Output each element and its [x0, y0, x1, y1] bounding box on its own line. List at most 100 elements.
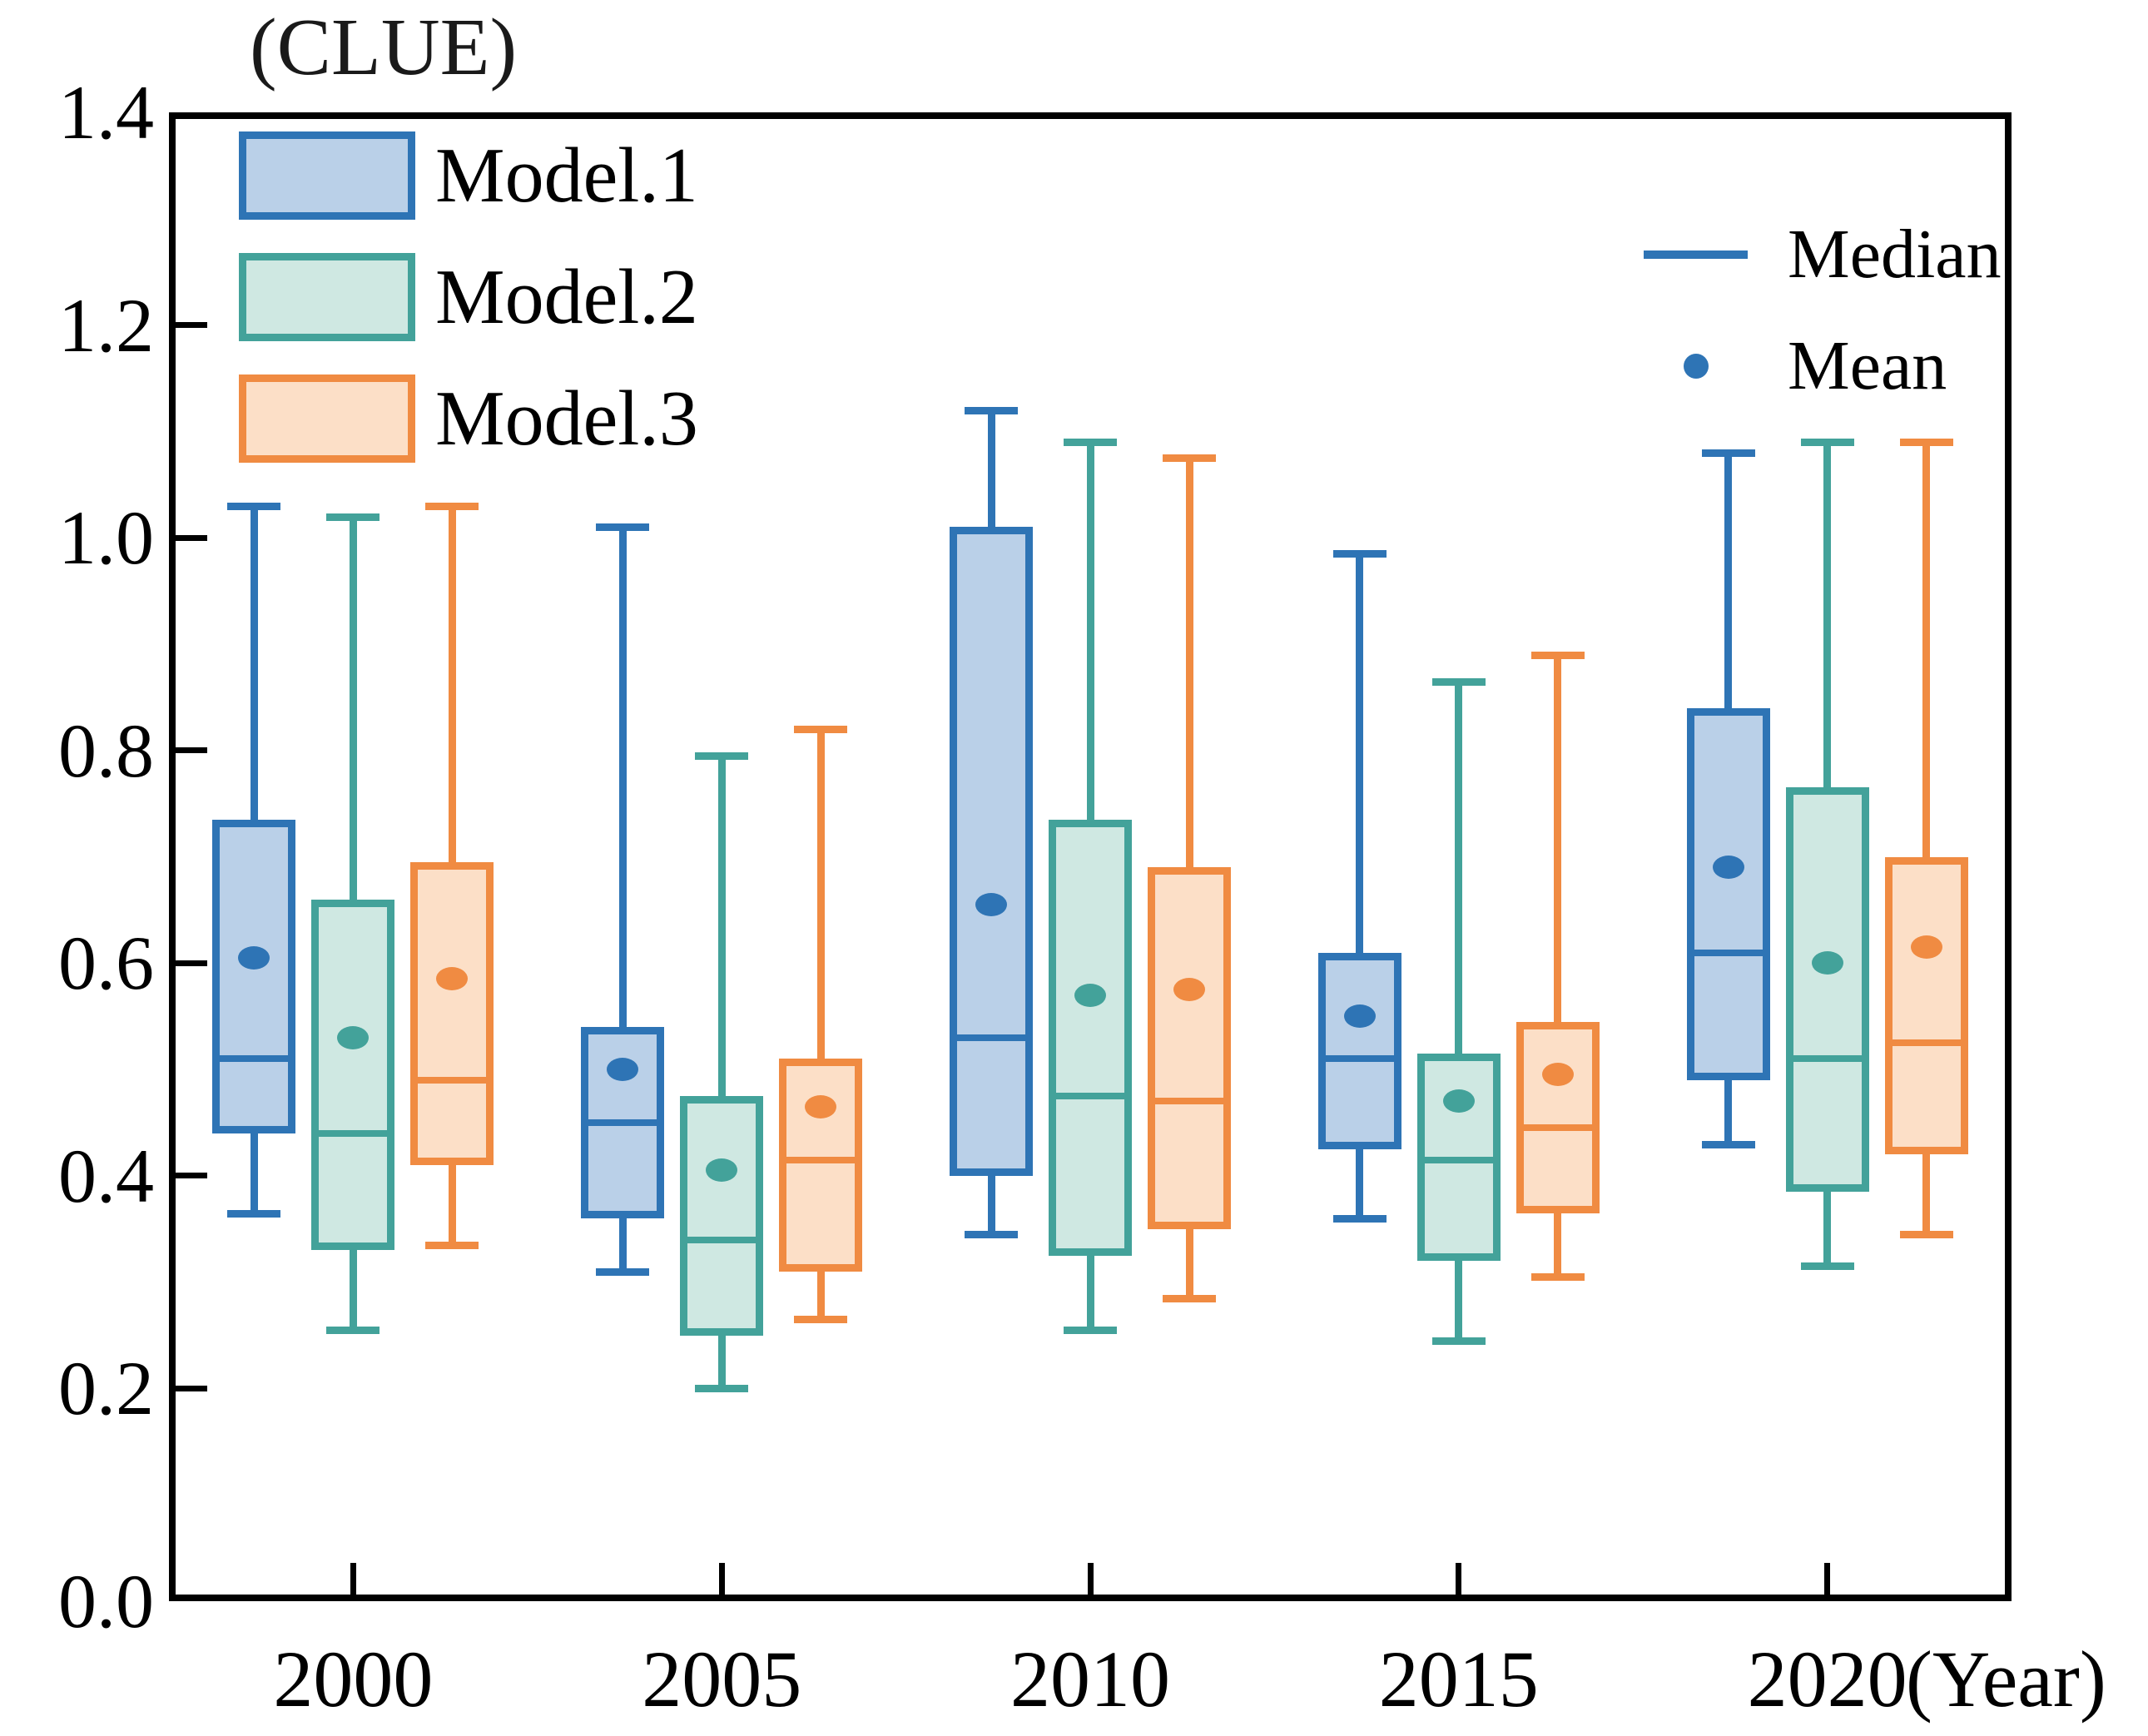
median-line-icon [1644, 250, 1748, 259]
box-Model.1-2015 [1317, 952, 1401, 1149]
whisker-cap-bottom-Model.2-2005 [695, 1385, 749, 1393]
median-Model.3-2010 [1148, 1098, 1231, 1105]
mean-Model.1-2015 [1343, 1004, 1376, 1029]
median-Model.3-2000 [410, 1076, 494, 1084]
mean-Model.2-2000 [337, 1025, 370, 1049]
legend-label-model2: Model.2 [435, 254, 698, 340]
whisker-cap-bottom-Model.1-2005 [596, 1267, 650, 1276]
y-tick-label-0.0: 0.0 [58, 1559, 154, 1644]
median-Model.1-2020 [1686, 949, 1770, 956]
whisker-Model.2-2005 [717, 756, 726, 1389]
y-tick-label-0.4: 0.4 [58, 1133, 154, 1218]
x-tick-label-2000: 2000 [273, 1634, 434, 1724]
whisker-cap-top-Model.3-2000 [425, 502, 479, 510]
box-Model.3-2000 [410, 861, 494, 1166]
mean-Model.2-2015 [1442, 1089, 1475, 1114]
whisker-cap-bottom-Model.3-2020 [1899, 1231, 1953, 1239]
median-Model.1-2015 [1317, 1055, 1401, 1063]
median-Model.3-2020 [1884, 1039, 1968, 1047]
whisker-cap-top-Model.2-2020 [1800, 439, 1854, 447]
y-tick-1.2 [176, 322, 207, 329]
legend-label-model3: Model.3 [435, 375, 698, 462]
mean-Model.2-2020 [1811, 951, 1843, 975]
whisker-Model.1-2015 [1356, 553, 1364, 1218]
whisker-cap-bottom-Model.1-2020 [1701, 1140, 1755, 1148]
mean-Model.3-2005 [805, 1094, 837, 1118]
median-Model.3-2015 [1516, 1124, 1600, 1132]
whisker-cap-top-Model.1-2020 [1701, 449, 1755, 457]
y-tick-0.8 [176, 747, 207, 754]
x-tick-2010 [1087, 1563, 1094, 1595]
x-tick-2005 [718, 1563, 725, 1595]
legend-item-model2: Model.2 [239, 253, 698, 341]
whisker-cap-bottom-Model.1-2000 [227, 1209, 281, 1218]
x-tick-label-2015: 2015 [1378, 1634, 1539, 1724]
box-Model.2-2000 [311, 899, 395, 1251]
whisker-cap-bottom-Model.1-2010 [965, 1231, 1018, 1239]
model1-swatch-icon [239, 131, 415, 220]
whisker-cap-top-Model.1-2010 [965, 406, 1018, 414]
y-tick-0.2 [176, 1385, 207, 1391]
whisker-cap-bottom-Model.1-2015 [1332, 1214, 1387, 1223]
x-tick-label-2010: 2010 [1010, 1634, 1170, 1724]
x-tick-2020 [1824, 1563, 1831, 1595]
median-Model.2-2020 [1785, 1055, 1869, 1063]
whisker-cap-top-Model.1-2015 [1332, 550, 1387, 558]
whisker-cap-top-Model.2-2005 [695, 752, 749, 761]
whisker-cap-top-Model.2-2015 [1431, 677, 1486, 686]
x-axis-unit-label: (Year) [1906, 1634, 2106, 1724]
y-tick-label-0.2: 0.2 [58, 1346, 154, 1431]
mean-Model.1-2005 [607, 1058, 639, 1082]
whisker-cap-bottom-Model.3-2010 [1163, 1294, 1216, 1302]
whisker-Model.1-2005 [618, 527, 627, 1272]
mean-Model.1-2020 [1712, 856, 1744, 880]
mean-Model.3-2000 [436, 967, 469, 991]
median-Model.2-2015 [1416, 1156, 1501, 1163]
box-Model.3-2005 [779, 1059, 863, 1272]
whisker-Model.2-2015 [1455, 681, 1463, 1341]
whisker-Model.3-2005 [816, 729, 825, 1320]
box-Model.2-2005 [680, 1096, 764, 1336]
whisker-cap-bottom-Model.2-2020 [1800, 1262, 1854, 1271]
y-tick-label-1.4: 1.4 [58, 70, 154, 155]
y-tick-0.4 [176, 1173, 207, 1179]
x-tick-2015 [1456, 1563, 1462, 1595]
y-tick-label-1.2: 1.2 [58, 282, 154, 368]
x-tick-label-2020: 2020 [1747, 1634, 1907, 1724]
box-Model.2-2020 [1785, 787, 1869, 1193]
legend-label-median: Median [1788, 216, 2002, 293]
whisker-cap-bottom-Model.3-2000 [425, 1241, 479, 1249]
box-Model.1-2020 [1686, 707, 1770, 1080]
whisker-cap-top-Model.3-2005 [794, 726, 848, 734]
whisker-cap-bottom-Model.2-2010 [1064, 1327, 1117, 1335]
mean-dot-icon [1644, 354, 1748, 379]
mean-Model.1-2010 [975, 893, 1007, 916]
median-Model.1-2000 [212, 1055, 296, 1063]
legend-item-mean: Mean [1644, 326, 1947, 406]
legend-item-median: Median [1644, 215, 2002, 295]
model2-swatch-icon [239, 253, 415, 341]
whisker-cap-top-Model.3-2020 [1899, 439, 1953, 447]
median-Model.2-2010 [1049, 1093, 1132, 1100]
legend-label-model1: Model.1 [435, 132, 698, 219]
whisker-cap-top-Model.1-2005 [596, 523, 650, 532]
whisker-cap-bottom-Model.2-2000 [326, 1327, 380, 1335]
box-Model.1-2010 [950, 527, 1033, 1176]
median-Model.2-2000 [311, 1129, 395, 1137]
box-Model.3-2020 [1884, 856, 1968, 1155]
model3-swatch-icon [239, 374, 415, 463]
legend-item-model3: Model.3 [239, 374, 698, 463]
y-tick-1.0 [176, 534, 207, 541]
whisker-cap-bottom-Model.2-2015 [1431, 1337, 1486, 1345]
y-tick-label-1.0: 1.0 [58, 495, 154, 581]
legend-item-model1: Model.1 [239, 131, 698, 220]
mean-Model.3-2020 [1910, 935, 1942, 960]
whisker-cap-top-Model.3-2010 [1163, 454, 1216, 463]
whisker-cap-bottom-Model.3-2015 [1530, 1273, 1585, 1282]
mean-Model.2-2010 [1074, 983, 1106, 1007]
whisker-Model.3-2015 [1554, 654, 1562, 1277]
whisker-cap-bottom-Model.3-2005 [794, 1316, 848, 1324]
box-Model.3-2010 [1148, 867, 1231, 1229]
y-tick-label-0.8: 0.8 [58, 707, 154, 793]
